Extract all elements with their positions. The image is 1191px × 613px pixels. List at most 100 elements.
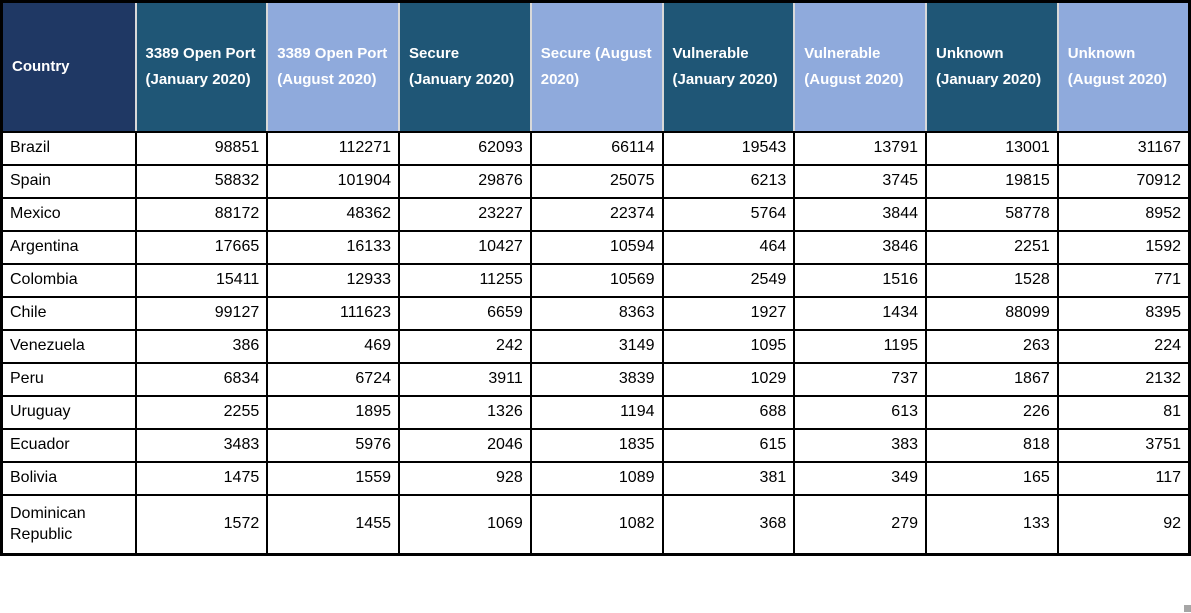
value-cell: 771 [1056,262,1191,298]
value-cell: 99127 [134,295,269,331]
value-cell: 3483 [134,427,269,463]
value-cell: 226 [925,394,1059,430]
country-cell: Uruguay [0,394,137,430]
country-cell: Brazil [0,130,137,166]
value-cell: 1528 [925,262,1059,298]
value-cell: 101904 [266,163,400,199]
value-cell: 688 [661,394,796,430]
value-cell: 11255 [398,262,532,298]
value-cell: 29876 [398,163,532,199]
value-cell: 66114 [529,130,664,166]
column-header-unknown-january: Unknown (January 2020) [925,0,1059,133]
value-cell: 70912 [1056,163,1191,199]
value-cell: 62093 [398,130,532,166]
value-cell: 1572 [134,493,269,556]
value-cell: 3839 [529,361,664,397]
value-cell: 8363 [529,295,664,331]
value-cell: 10569 [529,262,664,298]
value-cell: 464 [661,229,796,265]
country-cell: Ecuador [0,427,137,463]
value-cell: 3844 [793,196,927,232]
column-header-unknown-august: Unknown (August 2020) [1056,0,1191,133]
value-cell: 3846 [793,229,927,265]
value-cell: 737 [793,361,927,397]
country-cell: Argentina [0,229,137,265]
value-cell: 1867 [925,361,1059,397]
value-cell: 48362 [266,196,400,232]
value-cell: 224 [1056,328,1191,364]
value-cell: 5976 [266,427,400,463]
value-cell: 818 [925,427,1059,463]
value-cell: 1095 [661,328,796,364]
column-header-country: Country [0,0,137,133]
value-cell: 613 [793,394,927,430]
value-cell: 6213 [661,163,796,199]
value-cell: 19543 [661,130,796,166]
value-cell: 58832 [134,163,269,199]
value-cell: 92 [1056,493,1191,556]
value-cell: 111623 [266,295,400,331]
country-cell: Dominican Republic [0,493,137,556]
country-cell: Colombia [0,262,137,298]
value-cell: 2251 [925,229,1059,265]
value-cell: 1082 [529,493,664,556]
table-row: Chile 99127 111623 6659 8363 1927 1434 88099 839… [0,295,1191,331]
value-cell: 8952 [1056,196,1191,232]
value-cell: 368 [661,493,796,556]
resize-handle[interactable] [1184,605,1191,612]
value-cell: 1029 [661,361,796,397]
column-header-open-port-august: 3389 Open Port (August 2020) [266,0,400,133]
value-cell: 81 [1056,394,1191,430]
country-cell: Mexico [0,196,137,232]
table-row: Colombia 15411 12933 11255 10569 2549 1516 1528… [0,262,1191,298]
table-row: Venezuela 386 469 242 3149 1095 1195 263 224 [0,328,1191,364]
value-cell: 349 [793,460,927,496]
table-row: Spain 58832 101904 29876 25075 6213 3745 19815 7… [0,163,1191,199]
country-cell: Peru [0,361,137,397]
value-cell: 3149 [529,328,664,364]
value-cell: 2132 [1056,361,1191,397]
value-cell: 1516 [793,262,927,298]
value-cell: 17665 [134,229,269,265]
value-cell: 3745 [793,163,927,199]
value-cell: 1895 [266,394,400,430]
rdp-ports-table: Country 3389 Open Port (January 2020) 3389… [0,0,1191,556]
value-cell: 98851 [134,130,269,166]
value-cell: 112271 [266,130,400,166]
value-cell: 1326 [398,394,532,430]
country-cell: Bolivia [0,460,137,496]
table-row: Dominican Republic 1572 1455 1069 1082 368 279… [0,493,1191,556]
value-cell: 242 [398,328,532,364]
value-cell: 1475 [134,460,269,496]
value-cell: 13791 [793,130,927,166]
table-row: Brazil 98851 112271 62093 66114 19543 13791 130… [0,130,1191,166]
value-cell: 386 [134,328,269,364]
table-row: Peru 6834 6724 3911 3839 1029 737 1867 2132 [0,361,1191,397]
column-header-secure-january: Secure (January 2020) [398,0,532,133]
value-cell: 279 [793,493,927,556]
value-cell: 3911 [398,361,532,397]
value-cell: 6834 [134,361,269,397]
table-row: Uruguay 2255 1895 1326 1194 688 613 226 81 [0,394,1191,430]
value-cell: 12933 [266,262,400,298]
value-cell: 2549 [661,262,796,298]
value-cell: 25075 [529,163,664,199]
value-cell: 615 [661,427,796,463]
value-cell: 1194 [529,394,664,430]
value-cell: 2255 [134,394,269,430]
value-cell: 31167 [1056,130,1191,166]
table-row: Bolivia 1475 1559 928 1089 381 349 165 117 [0,460,1191,496]
value-cell: 5764 [661,196,796,232]
value-cell: 263 [925,328,1059,364]
value-cell: 117 [1056,460,1191,496]
value-cell: 3751 [1056,427,1191,463]
header-row: Country 3389 Open Port (January 2020) 3389… [0,0,1191,133]
country-cell: Spain [0,163,137,199]
table-row: Mexico 88172 48362 23227 22374 5764 3844 58778 8… [0,196,1191,232]
country-cell: Chile [0,295,137,331]
value-cell: 1927 [661,295,796,331]
value-cell: 6659 [398,295,532,331]
value-cell: 1195 [793,328,927,364]
table-row: Argentina 17665 16133 10427 10594 464 3846 2251… [0,229,1191,265]
value-cell: 16133 [266,229,400,265]
